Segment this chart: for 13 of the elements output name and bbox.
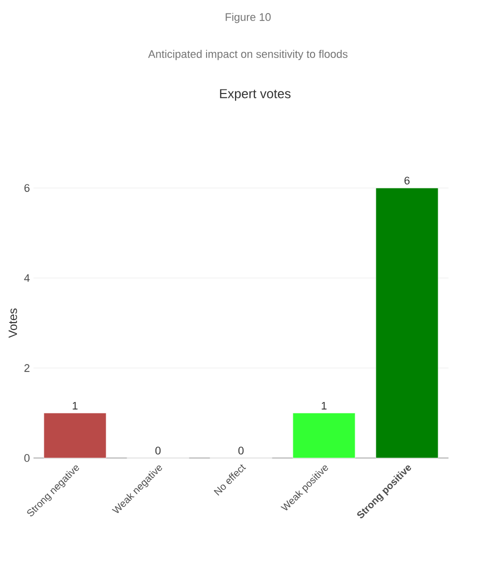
text: Anticipated impact on sensitivity to floods: [148, 50, 348, 60]
data-label: 0: [155, 446, 161, 454]
caption: Figure 10: [226, 12, 271, 24]
y-tick-label: 0: [24, 454, 30, 462]
y-axis-title: Votes: [8, 308, 18, 338]
data-label: 6: [404, 176, 410, 184]
data-label: 1: [322, 402, 327, 410]
data-label: 0: [238, 446, 244, 454]
chart-title: Expert votes: [220, 89, 291, 101]
y-tick-label: 4: [24, 274, 30, 282]
y-tick-label: 6: [24, 184, 30, 192]
y-tick-label: 2: [24, 364, 30, 372]
data-label: 1: [72, 402, 78, 410]
